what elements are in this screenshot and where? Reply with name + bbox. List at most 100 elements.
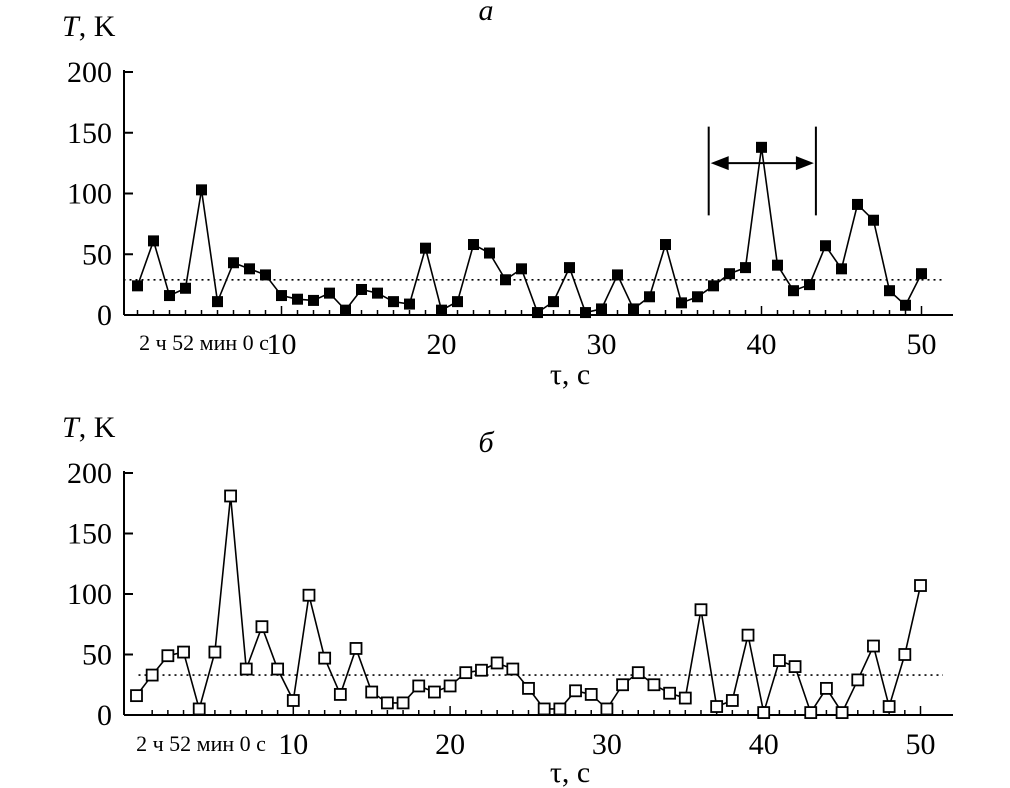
data-point — [271, 662, 285, 676]
y-axis-label: T, K — [62, 10, 116, 43]
data-point — [177, 645, 190, 659]
data-point — [584, 688, 598, 701]
data-point — [660, 239, 671, 251]
y-tick-label: 100 — [67, 178, 112, 211]
y-tick-label: 200 — [67, 56, 112, 89]
x-axis-label: τ, с — [550, 756, 590, 788]
start-time-label: 2 ч 52 мин 0 с — [139, 330, 269, 355]
data-point — [569, 684, 582, 698]
data-point — [349, 642, 363, 655]
data-point — [916, 268, 927, 280]
data-point — [396, 696, 410, 710]
y-tick-label: 0 — [97, 699, 112, 732]
data-point — [710, 700, 724, 713]
data-point — [596, 303, 607, 315]
data-point — [900, 299, 911, 311]
data-point — [647, 678, 661, 692]
data-point — [436, 304, 447, 316]
data-point — [340, 304, 351, 316]
data-point — [318, 651, 332, 665]
data-point — [772, 259, 783, 271]
data-point — [506, 662, 520, 676]
y-axis-label: T, K — [62, 411, 116, 444]
data-point — [333, 688, 347, 701]
data-point — [130, 689, 143, 703]
data-point — [628, 303, 639, 315]
interval-arrow-right-head — [795, 156, 814, 171]
data-point — [694, 603, 708, 617]
data-point — [820, 681, 833, 695]
y-tick-label: 0 — [97, 299, 112, 332]
data-point — [380, 696, 394, 710]
y-tick-label: 150 — [67, 117, 112, 150]
data-point — [725, 694, 739, 707]
data-point — [835, 706, 849, 719]
data-point — [228, 257, 239, 269]
data-point — [867, 639, 880, 653]
series-line — [135, 495, 922, 715]
data-point — [475, 663, 488, 677]
data-point — [580, 307, 591, 319]
data-point — [372, 287, 383, 299]
data-point — [612, 269, 623, 281]
data-point — [522, 681, 535, 695]
data-point — [740, 262, 751, 274]
data-point — [914, 579, 927, 592]
data-point — [404, 298, 415, 310]
data-point — [644, 291, 655, 303]
data-point — [616, 678, 629, 692]
data-point — [820, 240, 831, 252]
x-tick-label: 50 — [906, 728, 936, 761]
y-tick-label: 200 — [67, 457, 112, 490]
interval-arrow-left-head — [710, 156, 729, 171]
data-point — [224, 489, 237, 503]
panel-b: T, K б τ, с 2 ч 52 мин 0 с 0 50 100 150 200 1… — [62, 411, 953, 788]
x-tick-label: 10 — [278, 728, 308, 761]
data-point — [443, 679, 457, 693]
data-point — [564, 262, 575, 274]
data-point — [804, 706, 818, 719]
data-point — [678, 691, 692, 705]
panel-letter: б — [478, 426, 494, 459]
data-point — [692, 291, 703, 303]
data-point — [600, 702, 614, 716]
x-axis-label: τ, с — [550, 358, 590, 391]
data-point — [308, 294, 319, 306]
data-point — [741, 628, 755, 642]
data-point — [484, 247, 495, 259]
data-point — [161, 649, 175, 663]
data-point — [388, 296, 399, 308]
data-point — [428, 685, 441, 699]
data-point — [898, 648, 912, 661]
x-tick-label: 30 — [587, 328, 617, 361]
data-point — [788, 660, 802, 673]
data-point — [490, 656, 504, 670]
panel-a: T, K а τ, с 2 ч 52 мин 0 с 0 50 100 150 200 1… — [62, 0, 953, 391]
data-point — [724, 268, 735, 280]
data-point — [459, 666, 473, 680]
data-point — [631, 666, 645, 680]
data-point — [196, 184, 207, 196]
data-point — [500, 274, 511, 286]
data-point — [836, 263, 847, 275]
x-tick-label: 10 — [267, 328, 297, 361]
data-point — [548, 296, 559, 308]
data-point — [532, 307, 543, 319]
data-point — [756, 141, 767, 153]
series-line — [136, 147, 923, 314]
data-point — [852, 198, 863, 210]
data-point — [145, 668, 159, 682]
data-point — [180, 282, 191, 294]
data-point — [851, 673, 865, 687]
y-tick-label: 50 — [82, 238, 112, 271]
data-point — [276, 290, 287, 302]
data-point — [132, 280, 143, 292]
y-tick-label: 100 — [67, 578, 112, 611]
data-point — [676, 297, 687, 309]
data-point — [516, 263, 527, 275]
data-point — [192, 702, 206, 716]
x-tick-label: 20 — [427, 328, 457, 361]
x-tick-label: 20 — [435, 728, 465, 761]
data-point — [239, 662, 253, 676]
